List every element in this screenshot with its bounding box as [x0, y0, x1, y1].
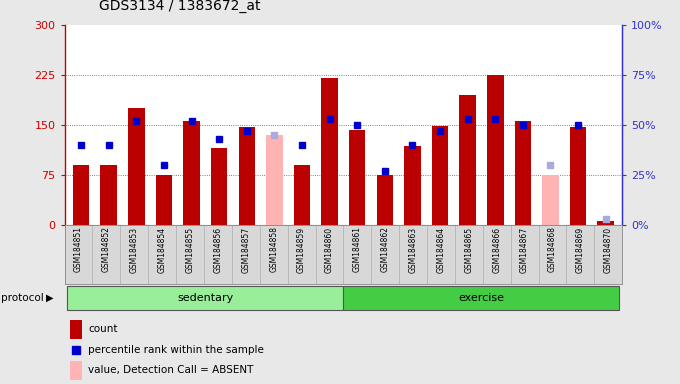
Bar: [404, 146, 421, 225]
Text: GSM184865: GSM184865: [464, 227, 473, 273]
Text: count: count: [88, 324, 118, 334]
Text: sedentary: sedentary: [177, 293, 233, 303]
Bar: [455, 225, 483, 284]
Text: protocol: protocol: [1, 293, 44, 303]
Bar: [343, 286, 619, 310]
Text: GSM184856: GSM184856: [214, 227, 222, 273]
Bar: [570, 127, 586, 225]
Bar: [542, 175, 559, 225]
Bar: [294, 165, 310, 225]
Text: percentile rank within the sample: percentile rank within the sample: [88, 345, 264, 355]
Bar: [377, 175, 393, 225]
Bar: [511, 225, 539, 284]
Text: GSM184866: GSM184866: [492, 227, 501, 273]
Text: GSM184857: GSM184857: [241, 227, 250, 273]
Bar: [594, 225, 622, 284]
Text: GSM184862: GSM184862: [381, 227, 390, 272]
Bar: [232, 225, 260, 284]
Text: GSM184852: GSM184852: [102, 227, 111, 272]
Bar: [322, 78, 338, 225]
Bar: [427, 225, 455, 284]
Bar: [101, 165, 117, 225]
Bar: [260, 225, 288, 284]
Text: GSM184867: GSM184867: [520, 227, 529, 273]
Bar: [539, 225, 566, 284]
Text: ▶: ▶: [46, 293, 54, 303]
Bar: [483, 225, 511, 284]
Bar: [92, 225, 120, 284]
Bar: [73, 165, 90, 225]
Text: exercise: exercise: [458, 293, 505, 303]
Bar: [316, 225, 343, 284]
Bar: [184, 121, 200, 225]
Text: GSM184868: GSM184868: [548, 227, 557, 272]
Text: GSM184860: GSM184860: [325, 227, 334, 273]
Bar: [239, 127, 255, 225]
Bar: [65, 225, 92, 284]
Bar: [371, 225, 399, 284]
Bar: [288, 225, 316, 284]
Bar: [128, 108, 145, 225]
Bar: [70, 361, 82, 380]
Bar: [70, 320, 82, 339]
Text: GSM184864: GSM184864: [437, 227, 445, 273]
Bar: [148, 225, 176, 284]
Text: GSM184863: GSM184863: [409, 227, 418, 273]
Bar: [349, 130, 365, 225]
Text: GSM184858: GSM184858: [269, 227, 278, 272]
Text: GSM184854: GSM184854: [158, 227, 167, 273]
Text: GSM184853: GSM184853: [130, 227, 139, 273]
Text: GSM184859: GSM184859: [297, 227, 306, 273]
Bar: [432, 126, 448, 225]
Bar: [266, 135, 283, 225]
Bar: [459, 95, 476, 225]
Text: GSM184855: GSM184855: [186, 227, 194, 273]
Bar: [515, 121, 531, 225]
Bar: [120, 225, 148, 284]
Text: value, Detection Call = ABSENT: value, Detection Call = ABSENT: [88, 365, 254, 375]
Text: GSM184861: GSM184861: [353, 227, 362, 272]
Bar: [176, 225, 204, 284]
Bar: [156, 175, 172, 225]
Bar: [211, 148, 228, 225]
Text: GSM184870: GSM184870: [604, 227, 613, 273]
Text: GSM184851: GSM184851: [74, 227, 83, 272]
Bar: [487, 75, 503, 225]
Bar: [67, 286, 343, 310]
Bar: [399, 225, 427, 284]
Bar: [204, 225, 232, 284]
Bar: [566, 225, 594, 284]
Bar: [343, 225, 371, 284]
Text: GSM184869: GSM184869: [576, 227, 585, 273]
Bar: [597, 221, 614, 225]
Text: GDS3134 / 1383672_at: GDS3134 / 1383672_at: [99, 0, 260, 13]
